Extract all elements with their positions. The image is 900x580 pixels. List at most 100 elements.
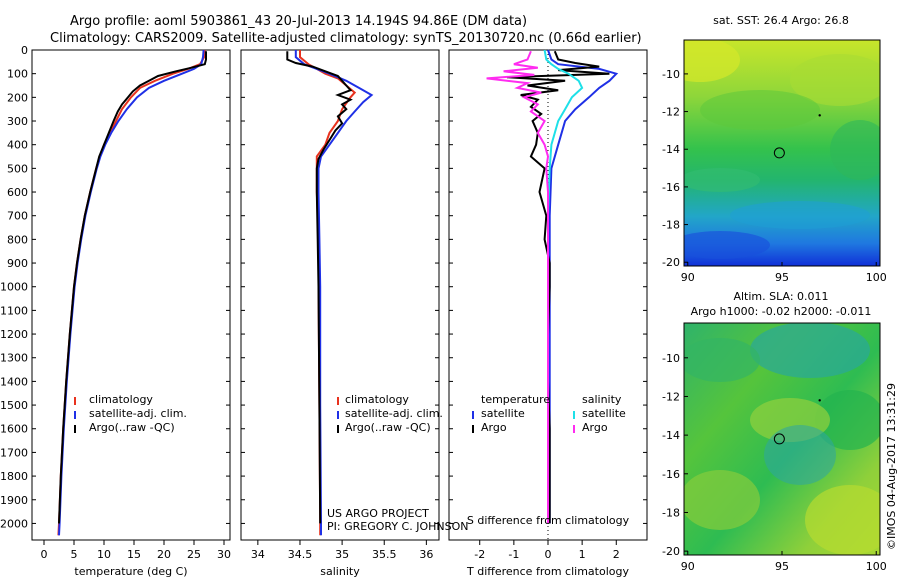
map-y-tick-label: -14: [662, 143, 680, 156]
profile-location-marker: [773, 147, 785, 159]
y-tick-label: 500: [7, 162, 28, 175]
x-tick-label: 5: [71, 548, 78, 561]
series-climatology: [299, 50, 357, 536]
salinity-x-label: salinity: [320, 565, 360, 578]
imos-stamp: ©IMOS 04-Aug-2017 13:31:29: [885, 383, 898, 550]
sla-map-subtitle: Argo h1000: -0.02 h2000: -0.011: [691, 305, 872, 318]
temp-legend-argo: Argo(..raw -QC): [89, 421, 175, 434]
pi-credit: PI: GREGORY C. JOHNSON: [327, 520, 468, 533]
diff-x-label: T difference from climatology: [466, 565, 629, 578]
diff-legend-sal-argo: Argo: [582, 421, 608, 434]
x-tick-label: 10: [97, 548, 111, 561]
x-tick-label: 34: [251, 548, 265, 561]
diff-top-label: S difference from climatology: [467, 514, 630, 527]
diff-legend-temp-argo: Argo: [481, 421, 507, 434]
x-tick-label: 20: [157, 548, 171, 561]
x-tick-label: -1: [508, 548, 519, 561]
diff-legend-salinity-heading: salinity: [582, 393, 622, 406]
map-y-tick-label: -14: [662, 429, 680, 442]
figure-title-line2: Climatology: CARS2009. Satellite-adjuste…: [50, 31, 642, 46]
map-y-tick-label: -10: [662, 352, 680, 365]
map-y-tick-label: -16: [662, 468, 680, 481]
x-tick-label: 0: [545, 548, 552, 561]
salinity-panel: [240, 49, 440, 541]
map-y-tick-label: -20: [662, 256, 680, 269]
series-argo-raw-qc-: [286, 51, 353, 524]
diff-legend-temperature-heading: temperature: [481, 393, 550, 406]
map-y-tick-label: -10: [662, 68, 680, 81]
sla-map-field: [684, 323, 880, 555]
y-tick-label: 1100: [0, 304, 28, 317]
y-tick-label: 1300: [0, 352, 28, 365]
x-tick-label: 1: [579, 548, 586, 561]
map-y-tick-label: -18: [662, 506, 680, 519]
project-credit: US ARGO PROJECT: [327, 507, 429, 520]
x-tick-label: 15: [127, 548, 141, 561]
y-tick-label: 1900: [0, 494, 28, 507]
map-x-tick-label: 90: [681, 271, 695, 284]
map-y-tick-label: -12: [662, 390, 680, 403]
y-tick-label: 600: [7, 186, 28, 199]
y-tick-label: 700: [7, 210, 28, 223]
figure-title-line1: Argo profile: aoml 5903861_43 20-Jul-201…: [70, 14, 527, 29]
x-tick-label: 35.5: [372, 548, 397, 561]
float-track-point: [818, 114, 821, 117]
temp-legend-climatology: climatology: [89, 393, 153, 406]
x-tick-label: 36: [419, 548, 433, 561]
y-tick-label: 1000: [0, 281, 28, 294]
x-tick-label: 35: [335, 548, 349, 561]
x-tick-label: 34.5: [288, 548, 313, 561]
x-tick-label: 0: [41, 548, 48, 561]
series-satellite-adj-clim-: [58, 49, 205, 536]
x-tick-label: 2: [613, 548, 620, 561]
map-x-tick-label: 95: [775, 560, 789, 573]
temp-legend-satellite: satellite-adj. clim.: [89, 407, 187, 420]
series-temperature-satellite: [547, 49, 619, 524]
salinity-plot: 34 34.5 35 35.5 36: [241, 49, 439, 561]
y-tick-label: 300: [7, 115, 28, 128]
map-y-tick-label: -12: [662, 106, 680, 119]
series-argo-raw-qc-: [58, 51, 207, 524]
sst-map-field: [684, 40, 880, 266]
x-tick-label: -2: [474, 548, 485, 561]
x-tick-label: 25: [187, 548, 201, 561]
map-y-tick-label: -16: [662, 181, 680, 194]
map-x-tick-label: 100: [866, 560, 887, 573]
y-tick-label: 1400: [0, 375, 28, 388]
y-tick-label: 1600: [0, 423, 28, 436]
map-x-tick-label: 95: [775, 271, 789, 284]
diff-legend-sal-satellite: satellite: [582, 407, 626, 420]
y-tick-label: 1700: [0, 446, 28, 459]
series-satellite-adj-clim-: [294, 50, 374, 536]
map-y-tick-label: -20: [662, 545, 680, 558]
map-x-tick-label: 90: [681, 560, 695, 573]
temperature-plot: 0 5 10 15 20 25 300100200300400500600700800900…: [0, 44, 231, 561]
y-tick-label: 1500: [0, 399, 28, 412]
profile-location-marker: [773, 433, 785, 445]
y-tick-label: 100: [7, 68, 28, 81]
temperature-panel: [31, 49, 231, 541]
sal-legend-climatology: climatology: [345, 393, 409, 406]
y-tick-label: 0: [21, 44, 28, 57]
sla-map-title: Altim. SLA: 0.011: [733, 290, 828, 303]
series-climatology: [57, 49, 206, 536]
x-tick-label: 30: [217, 548, 231, 561]
float-track-point: [818, 399, 821, 402]
diff-legend-temp-satellite: satellite: [481, 407, 525, 420]
y-tick-label: 200: [7, 91, 28, 104]
sla-map-axes: 90 95 100 -10 -12 -14 -16 -18 -20: [662, 352, 887, 573]
sal-legend-satellite: satellite-adj. clim.: [345, 407, 443, 420]
temperature-x-label: temperature (deg C): [74, 565, 187, 578]
map-y-tick-label: -18: [662, 219, 680, 232]
y-tick-label: 800: [7, 233, 28, 246]
y-tick-label: 1800: [0, 470, 28, 483]
y-tick-label: 900: [7, 257, 28, 270]
series-temperature-argo: [506, 50, 610, 524]
y-tick-label: 1200: [0, 328, 28, 341]
y-tick-label: 400: [7, 139, 28, 152]
sst-map-axes: 90 95 100 -10 -12 -14 -16 -18 -20: [662, 68, 887, 284]
sal-legend-argo: Argo(..raw -QC): [345, 421, 431, 434]
sst-map-title: sat. SST: 26.4 Argo: 26.8: [713, 14, 849, 27]
